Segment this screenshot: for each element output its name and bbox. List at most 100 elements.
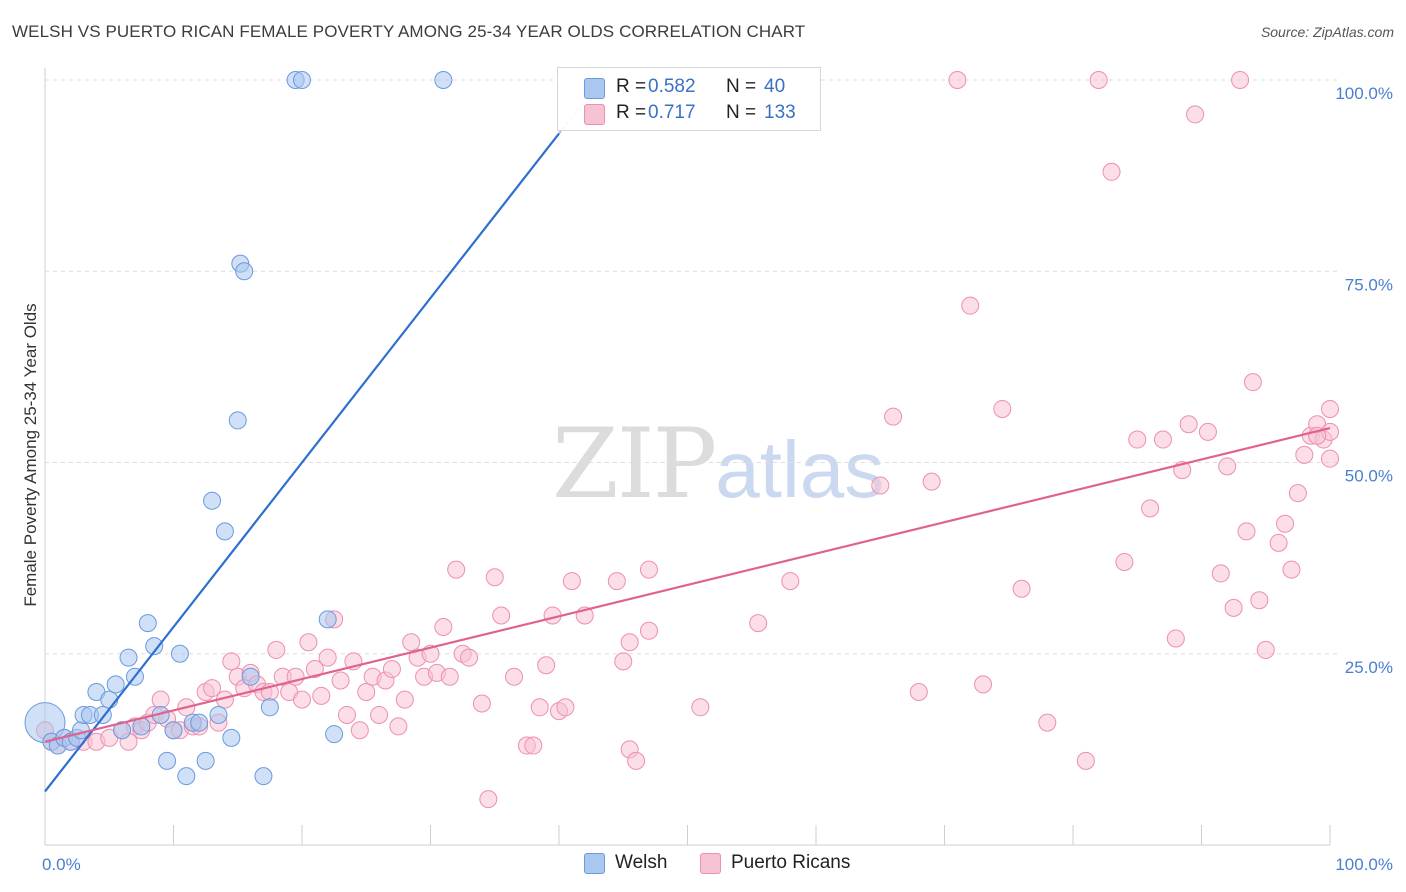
source-credit: Source: ZipAtlas.com bbox=[1260, 24, 1394, 40]
puerto-rican-point bbox=[472, 694, 491, 713]
puerto-rican-point bbox=[440, 667, 459, 686]
puerto-rican-point bbox=[562, 572, 581, 591]
puerto-rican-point bbox=[337, 705, 356, 724]
welsh-point bbox=[318, 610, 337, 629]
welsh-point bbox=[170, 644, 189, 663]
welsh-point bbox=[235, 262, 254, 281]
y-tick-label: 75.0% bbox=[1345, 275, 1393, 294]
puerto-rican-point bbox=[350, 721, 369, 740]
welsh-n-value: 40 bbox=[764, 76, 786, 97]
puerto-rican-point bbox=[1186, 105, 1205, 124]
welsh-point bbox=[119, 648, 138, 667]
puerto-rican-point bbox=[1250, 591, 1269, 610]
puerto-rican-point bbox=[402, 633, 421, 652]
puerto-rican-point bbox=[974, 675, 993, 694]
puerto-rican-point bbox=[1141, 499, 1160, 518]
puerto-rican-point bbox=[639, 621, 658, 640]
puerto-rican-point bbox=[1012, 579, 1031, 598]
puerto-rican-point bbox=[1076, 751, 1095, 770]
puerto-rican-point bbox=[749, 614, 768, 633]
watermark-atlas: atlas bbox=[715, 425, 885, 514]
welsh-point bbox=[293, 71, 311, 89]
puerto-rican-point bbox=[299, 633, 318, 652]
axes bbox=[44, 68, 1331, 846]
watermark: ZIPatlas bbox=[552, 408, 884, 520]
puerto-rican-point bbox=[1256, 640, 1275, 659]
puerto-rican-point bbox=[1198, 422, 1217, 441]
puerto-rican-point bbox=[1166, 629, 1185, 648]
puerto-rican-point bbox=[1128, 430, 1147, 449]
puerto-rican-point bbox=[1269, 533, 1288, 552]
welsh-point bbox=[434, 71, 453, 89]
watermark-zip: ZIP bbox=[552, 408, 717, 520]
puerto-rican-point bbox=[1224, 598, 1243, 617]
welsh-point bbox=[222, 728, 241, 747]
puerto-rican-point bbox=[318, 648, 337, 667]
puerto-rican-point bbox=[389, 717, 408, 736]
puerto-rican-point bbox=[1231, 71, 1250, 89]
puerto-rican-point bbox=[614, 652, 633, 671]
welsh-point bbox=[196, 751, 215, 770]
welsh-point bbox=[325, 725, 344, 744]
puerto-rican-trend-line bbox=[44, 427, 1331, 743]
x-tick-label: 100.0% bbox=[1335, 855, 1393, 874]
puerto-rican-point bbox=[222, 652, 241, 671]
welsh-point bbox=[113, 721, 132, 740]
puerto-rican-point bbox=[524, 736, 543, 755]
welsh-point bbox=[190, 713, 209, 732]
puerto-rican-point bbox=[871, 476, 890, 495]
x-tick-label: 0.0% bbox=[42, 855, 81, 874]
tick-labels: 25.0% 50.0% 75.0% 100.0% 0.0% 100.0% bbox=[42, 84, 1393, 874]
puerto-rican-point bbox=[1179, 415, 1198, 434]
puerto-rican-point bbox=[505, 667, 524, 686]
puerto-rican-point bbox=[1295, 445, 1314, 464]
puerto-rican-point bbox=[1115, 552, 1134, 571]
puerto-rican-point bbox=[485, 568, 504, 587]
puerto-rican-point bbox=[395, 690, 414, 709]
puerto-ricans-legend-swatch bbox=[700, 853, 721, 874]
puerto-rican-point bbox=[370, 705, 389, 724]
puerto-rican-point bbox=[993, 399, 1012, 418]
puerto-rican-point bbox=[434, 617, 453, 636]
puerto-rican-point bbox=[948, 71, 967, 89]
y-tick-label: 25.0% bbox=[1345, 658, 1393, 677]
puerto-rican-point bbox=[1321, 449, 1339, 468]
puerto-rican-point bbox=[1038, 713, 1057, 732]
welsh-point bbox=[138, 614, 157, 633]
puerto-rican-point bbox=[312, 686, 331, 705]
welsh-point bbox=[254, 767, 273, 786]
puerto-rican-point bbox=[1218, 457, 1237, 476]
puerto-rican-point bbox=[1276, 514, 1295, 533]
welsh-legend-label: Welsh bbox=[615, 852, 668, 873]
puerto-rican-point bbox=[479, 790, 498, 809]
welsh-points bbox=[24, 71, 453, 786]
puerto-rican-point bbox=[492, 606, 511, 625]
puerto-rican-point bbox=[607, 572, 626, 591]
welsh-legend-swatch bbox=[584, 853, 605, 874]
puerto-rican-point bbox=[620, 633, 639, 652]
puerto-rican-point bbox=[1153, 430, 1172, 449]
r-label: R = bbox=[616, 76, 647, 97]
puerto-rican-point bbox=[447, 560, 466, 579]
chart-title: WELSH VS PUERTO RICAN FEMALE POVERTY AMO… bbox=[12, 22, 806, 41]
welsh-swatch bbox=[584, 78, 605, 99]
puerto-rican-point bbox=[1211, 564, 1230, 583]
puerto-rican-r-value: 0.717 bbox=[648, 102, 696, 123]
puerto-rican-point bbox=[305, 660, 324, 679]
puerto-rican-point bbox=[1102, 162, 1121, 181]
welsh-point bbox=[145, 637, 164, 656]
n-label: N = bbox=[726, 102, 757, 123]
welsh-r-value: 0.582 bbox=[648, 76, 696, 97]
puerto-rican-point bbox=[1288, 484, 1307, 503]
puerto-rican-point bbox=[1321, 399, 1339, 418]
puerto-rican-swatch bbox=[584, 104, 605, 125]
puerto-rican-point bbox=[293, 690, 311, 709]
welsh-point bbox=[228, 411, 247, 430]
puerto-rican-point bbox=[781, 572, 800, 591]
r-label: R = bbox=[616, 102, 647, 123]
puerto-rican-point bbox=[639, 560, 658, 579]
puerto-rican-point bbox=[267, 640, 286, 659]
n-label: N = bbox=[726, 76, 757, 97]
puerto-rican-point bbox=[691, 698, 710, 717]
